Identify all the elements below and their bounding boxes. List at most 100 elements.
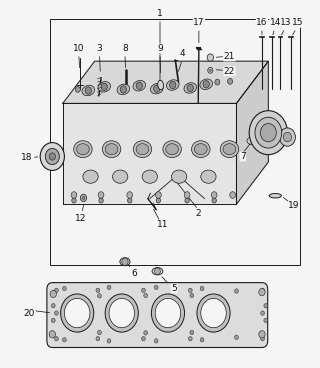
Circle shape (144, 330, 148, 335)
Ellipse shape (120, 258, 130, 266)
Circle shape (136, 82, 142, 89)
Ellipse shape (142, 170, 157, 183)
Circle shape (141, 336, 145, 341)
Circle shape (209, 69, 211, 71)
Ellipse shape (117, 84, 130, 95)
Circle shape (264, 304, 268, 308)
Ellipse shape (269, 194, 281, 198)
Text: 9: 9 (157, 44, 163, 53)
Circle shape (85, 87, 92, 94)
Circle shape (107, 285, 111, 290)
Circle shape (51, 304, 55, 308)
Circle shape (170, 81, 176, 89)
Circle shape (72, 198, 76, 203)
Circle shape (185, 198, 189, 203)
Circle shape (60, 294, 94, 332)
Circle shape (109, 298, 134, 328)
Circle shape (235, 335, 238, 339)
Circle shape (200, 337, 204, 342)
Circle shape (208, 67, 213, 73)
Circle shape (127, 192, 132, 198)
Circle shape (235, 289, 238, 293)
Ellipse shape (136, 144, 149, 155)
Circle shape (54, 288, 58, 293)
Circle shape (184, 192, 190, 198)
Circle shape (211, 192, 217, 198)
Text: 12: 12 (75, 214, 86, 223)
Circle shape (260, 124, 276, 142)
Circle shape (261, 336, 265, 341)
Circle shape (261, 311, 265, 315)
Circle shape (249, 111, 287, 155)
Circle shape (154, 339, 158, 343)
Circle shape (98, 330, 101, 335)
Ellipse shape (220, 141, 239, 158)
Polygon shape (236, 61, 268, 204)
Circle shape (155, 268, 160, 275)
Text: 2: 2 (196, 209, 201, 218)
Text: 10: 10 (73, 44, 84, 53)
Text: 7: 7 (240, 152, 246, 161)
Text: 17: 17 (193, 18, 204, 27)
Ellipse shape (76, 144, 89, 155)
Circle shape (188, 336, 192, 341)
Text: 8: 8 (122, 44, 128, 53)
Circle shape (190, 330, 194, 335)
Text: 21: 21 (224, 52, 235, 61)
Circle shape (51, 318, 55, 323)
Ellipse shape (150, 84, 163, 94)
Text: 1: 1 (157, 9, 163, 18)
Circle shape (45, 148, 59, 164)
Text: 14: 14 (270, 18, 281, 27)
Ellipse shape (223, 144, 236, 155)
Circle shape (203, 81, 209, 88)
Text: 4: 4 (180, 49, 185, 59)
Circle shape (261, 288, 265, 293)
Circle shape (62, 286, 66, 291)
Circle shape (228, 78, 233, 84)
Circle shape (207, 54, 213, 61)
Ellipse shape (83, 170, 98, 183)
Text: 5: 5 (172, 284, 177, 293)
Ellipse shape (247, 137, 257, 144)
Circle shape (96, 288, 100, 293)
Circle shape (212, 198, 216, 203)
Circle shape (127, 198, 132, 203)
Circle shape (255, 117, 282, 148)
Ellipse shape (158, 80, 164, 90)
Ellipse shape (98, 82, 110, 92)
Circle shape (101, 83, 108, 91)
Ellipse shape (163, 141, 181, 158)
Ellipse shape (166, 80, 179, 90)
Circle shape (156, 192, 161, 198)
Circle shape (155, 298, 181, 328)
Circle shape (80, 194, 87, 202)
Circle shape (99, 198, 103, 203)
Text: 13: 13 (280, 18, 292, 27)
Circle shape (197, 294, 230, 332)
Ellipse shape (200, 79, 212, 89)
Circle shape (144, 293, 148, 298)
Circle shape (141, 288, 145, 293)
Ellipse shape (152, 268, 163, 275)
Text: 3: 3 (97, 44, 102, 53)
Ellipse shape (192, 141, 210, 158)
Ellipse shape (74, 141, 92, 158)
Circle shape (75, 86, 80, 92)
Circle shape (98, 294, 101, 298)
Circle shape (71, 192, 77, 198)
Circle shape (230, 192, 236, 198)
Circle shape (187, 84, 194, 92)
FancyBboxPatch shape (47, 283, 268, 347)
Circle shape (54, 336, 58, 341)
Circle shape (264, 318, 268, 323)
Circle shape (64, 298, 90, 328)
Circle shape (120, 86, 126, 93)
Circle shape (201, 298, 226, 328)
Polygon shape (63, 103, 236, 204)
Circle shape (259, 330, 265, 338)
Text: 16: 16 (256, 18, 268, 27)
Circle shape (98, 192, 104, 198)
Text: 19: 19 (288, 202, 300, 210)
Text: 11: 11 (157, 220, 169, 229)
